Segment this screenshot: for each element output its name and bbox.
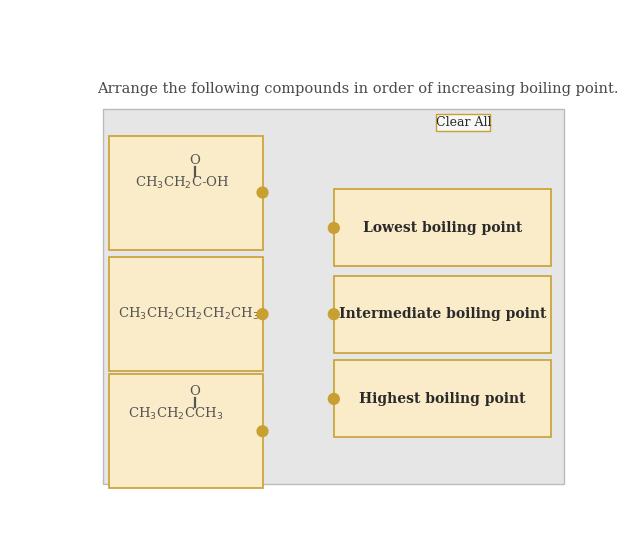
FancyBboxPatch shape bbox=[436, 114, 490, 131]
Text: Lowest boiling point: Lowest boiling point bbox=[362, 221, 522, 235]
FancyBboxPatch shape bbox=[334, 360, 551, 437]
FancyBboxPatch shape bbox=[109, 374, 262, 488]
Circle shape bbox=[329, 394, 340, 404]
Text: Arrange the following compounds in order of increasing boiling point.: Arrange the following compounds in order… bbox=[97, 82, 618, 95]
Text: O: O bbox=[189, 385, 200, 397]
Text: Highest boiling point: Highest boiling point bbox=[359, 392, 526, 406]
FancyBboxPatch shape bbox=[103, 109, 564, 484]
Circle shape bbox=[329, 309, 340, 320]
Circle shape bbox=[329, 222, 340, 233]
Text: CH$_3$CH$_2$CCH$_3$: CH$_3$CH$_2$CCH$_3$ bbox=[127, 406, 223, 422]
Text: O: O bbox=[189, 153, 200, 167]
Text: CH$_3$CH$_2$C-OH: CH$_3$CH$_2$C-OH bbox=[136, 175, 230, 192]
FancyBboxPatch shape bbox=[334, 189, 551, 267]
Text: Intermediate boiling point: Intermediate boiling point bbox=[339, 307, 546, 321]
Text: Clear All: Clear All bbox=[436, 116, 491, 129]
FancyBboxPatch shape bbox=[109, 257, 262, 371]
Circle shape bbox=[257, 187, 268, 198]
Circle shape bbox=[257, 426, 268, 437]
FancyBboxPatch shape bbox=[334, 275, 551, 353]
Circle shape bbox=[257, 309, 268, 320]
FancyBboxPatch shape bbox=[109, 136, 262, 250]
Text: CH$_3$CH$_2$CH$_2$CH$_2$CH$_3$: CH$_3$CH$_2$CH$_2$CH$_2$CH$_3$ bbox=[118, 306, 260, 322]
